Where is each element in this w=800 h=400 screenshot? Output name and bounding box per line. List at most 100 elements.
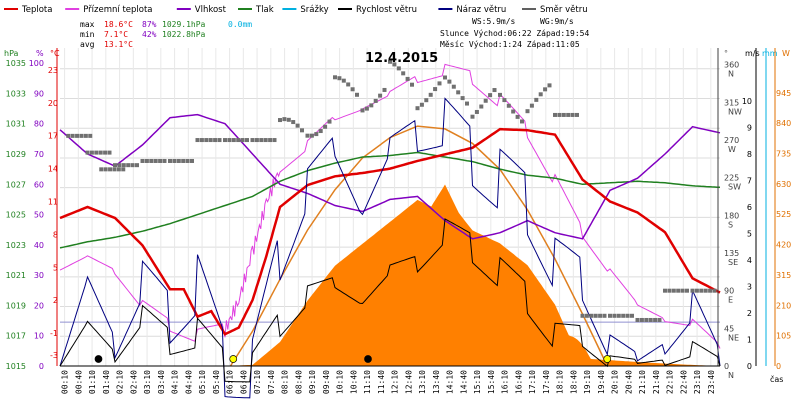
wind-direction-point — [333, 75, 337, 80]
wind-direction-point — [616, 313, 621, 318]
x-tick-label: 15:10 — [473, 370, 482, 394]
stats-max-pres: 1029.1hPa — [162, 20, 206, 29]
y-tick-ms: 7 — [747, 177, 752, 186]
y-tick-pct: 40 — [34, 241, 44, 250]
wind-direction-point — [113, 163, 117, 168]
y-tick-w: 210 — [776, 301, 791, 310]
y-tick-ms: 5 — [747, 230, 752, 239]
wind-direction-point — [625, 313, 630, 318]
wind-direction-point — [236, 138, 241, 143]
wind-direction-point — [456, 90, 461, 95]
x-tick-label: 23:40 — [707, 370, 716, 394]
svg-text:avg: avg — [80, 40, 95, 49]
wind-direction-point — [204, 138, 209, 143]
legend-label: Tlak — [255, 5, 274, 15]
y-tick-degc: 5 — [53, 263, 58, 272]
wind-direction-point — [149, 158, 154, 163]
wind-direction-point — [415, 106, 420, 111]
chart-title: 12.4.2015 — [365, 51, 438, 66]
y-tick-hpa: 1027 — [6, 180, 26, 189]
wind-direction-point — [364, 106, 369, 111]
wind-direction-point — [584, 313, 589, 318]
wind-direction-point — [240, 138, 245, 143]
x-tick-label: 00:10 — [61, 370, 70, 394]
y-tick-deg: 0 — [724, 362, 729, 371]
x-tick-label: 20:10 — [611, 370, 620, 394]
wind-direction-point — [388, 59, 392, 64]
wind-direction-point — [534, 97, 539, 102]
stats-min-hum: 42% — [142, 30, 157, 39]
wind-direction-point — [630, 313, 634, 318]
time-unit: čas — [770, 374, 783, 384]
wind-direction-point — [208, 138, 213, 143]
y-tick-ms: 4 — [747, 256, 752, 265]
y-tick-degc: 17 — [48, 132, 58, 141]
series-temperature — [59, 127, 721, 336]
wind-direction-point — [263, 138, 268, 143]
wind-direction-point — [126, 163, 131, 168]
wind-direction-point — [250, 138, 255, 143]
axis-unit: W — [782, 49, 790, 58]
wind-direction-point — [108, 167, 113, 172]
y-tick-w: 735 — [776, 150, 791, 159]
wind-direction-point — [561, 112, 566, 117]
y-tick-pct: 100 — [29, 59, 44, 68]
wind-direction-point — [553, 112, 557, 117]
series-theoretical-radiation — [229, 125, 608, 367]
y-tick-pct: 60 — [34, 180, 44, 189]
wind-direction-point — [66, 133, 71, 138]
x-tick-label: 07:40 — [267, 370, 276, 394]
wind-direction-point — [199, 138, 204, 143]
x-tick-label: 03:10 — [143, 370, 152, 394]
y-tick-hpa: 1017 — [6, 332, 26, 341]
wind-direction-point — [602, 313, 607, 318]
wind-direction-point — [79, 133, 84, 138]
axis-unit: ° — [724, 49, 728, 58]
x-tick-label: 17:40 — [542, 370, 551, 394]
wind-direction-point — [657, 317, 662, 322]
wind-direction-point — [70, 133, 75, 138]
wind-direction-point — [314, 132, 319, 137]
wind-direction-point — [648, 317, 653, 322]
x-tick-label: 12:40 — [404, 370, 413, 394]
y-tick-ms: 1 — [747, 336, 752, 345]
wind-direction-point — [680, 288, 685, 293]
wind-direction-point — [99, 167, 104, 172]
legend-label: Přízemní teplota — [83, 5, 152, 15]
wind-direction-point — [295, 123, 300, 128]
wind-direction-point — [498, 92, 502, 97]
stats-avg-label: avg — [80, 40, 95, 49]
y-tick-hpa: 1035 — [6, 59, 26, 68]
y-tick-hpa: 1031 — [6, 120, 26, 129]
wind-direction-point — [447, 79, 452, 84]
x-tick-label: 10:40 — [349, 370, 358, 394]
y-tick-pct: 70 — [34, 150, 44, 159]
wind-direction-point — [538, 92, 543, 97]
stats-min-pres: 1022.8hPa — [162, 30, 206, 39]
wind-direction-point — [437, 81, 442, 86]
wind-direction-point — [227, 138, 232, 143]
y-tick-dir: NE — [728, 333, 739, 342]
wind-direction-point — [676, 288, 681, 293]
astro-marker — [94, 355, 103, 363]
wind-direction-point — [190, 158, 194, 163]
legend: Teplota Přízemní teplota Vlhkost Tlak Srážky… — [4, 5, 588, 15]
y-tick-hpa: 1021 — [6, 271, 26, 280]
wind-direction-point — [593, 313, 598, 318]
wind-direction-point — [373, 98, 378, 103]
y-tick-deg: 225 — [724, 174, 739, 183]
svg-text:max: max — [80, 20, 95, 29]
series-solar-radiation — [60, 184, 720, 366]
wind-direction-point — [162, 158, 167, 163]
radiation-series — [60, 125, 720, 367]
series-humidity — [59, 113, 721, 240]
x-tick-label: 09:40 — [322, 370, 331, 394]
x-tick-label: 16:10 — [501, 370, 510, 394]
wind-direction-point — [428, 92, 433, 97]
x-tick-label: 23:10 — [693, 370, 702, 394]
wind-direction-point — [116, 167, 121, 172]
stats-min-temp: 7.1°C — [104, 30, 128, 39]
wind-direction-point — [639, 317, 644, 322]
y-tick-ms: 9 — [747, 124, 752, 133]
